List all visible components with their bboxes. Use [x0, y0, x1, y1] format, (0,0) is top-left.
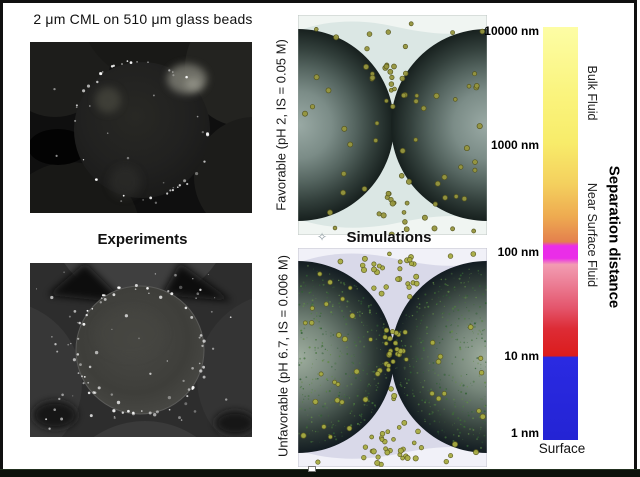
- colloid-particles-layer: [302, 21, 485, 235]
- surface-label: Surface: [538, 441, 586, 456]
- bright-reflections: [95, 64, 207, 198]
- outer-band-top: [298, 15, 487, 34]
- simulations-section-label: Simulations: [346, 229, 432, 246]
- slide-border-left: [0, 0, 3, 471]
- slide-border-right: [634, 0, 637, 471]
- outer-band-bottom: [298, 215, 487, 235]
- move-anchor-icon: ✧: [316, 230, 328, 244]
- colloid-particles-layer: [300, 251, 486, 467]
- colorbar-tick-1nm: 1 nm: [510, 426, 539, 440]
- colorbar-tick-1000nm: 1000 nm: [490, 138, 539, 152]
- attached-colloids-layer: [35, 271, 232, 430]
- simulation-unfavorable: [298, 248, 487, 467]
- glass-bead-left: [298, 261, 394, 453]
- bead-attached-speckles-layer: [298, 264, 487, 449]
- attached-colloids-layer: [53, 60, 210, 204]
- simulation-favorable: [298, 15, 487, 235]
- outer-band-top: [298, 248, 487, 266]
- experiment-micrograph-unfavorable: [30, 263, 252, 437]
- colorbar-tick-100nm: 100 nm: [497, 245, 539, 259]
- experiment-micrograph-favorable: [30, 42, 252, 213]
- slide-border-top: [0, 0, 637, 3]
- experiments-section-label: Experiments: [97, 231, 188, 248]
- colorbar-tick-10000nm: 10000 nm: [484, 24, 539, 38]
- glass-bead-right: [391, 29, 487, 221]
- background-beads: [30, 263, 252, 437]
- separation-colorbar: [543, 27, 578, 440]
- colorbar-tick-10nm: 10 nm: [504, 349, 539, 363]
- bead-surface-texture: [95, 308, 165, 358]
- figure-title: 2 μm CML on 510 μm glass beads: [33, 11, 253, 27]
- resize-handle[interactable]: [308, 466, 316, 472]
- bottom-border-bar: [0, 469, 640, 477]
- outer-band-bottom: [298, 446, 487, 467]
